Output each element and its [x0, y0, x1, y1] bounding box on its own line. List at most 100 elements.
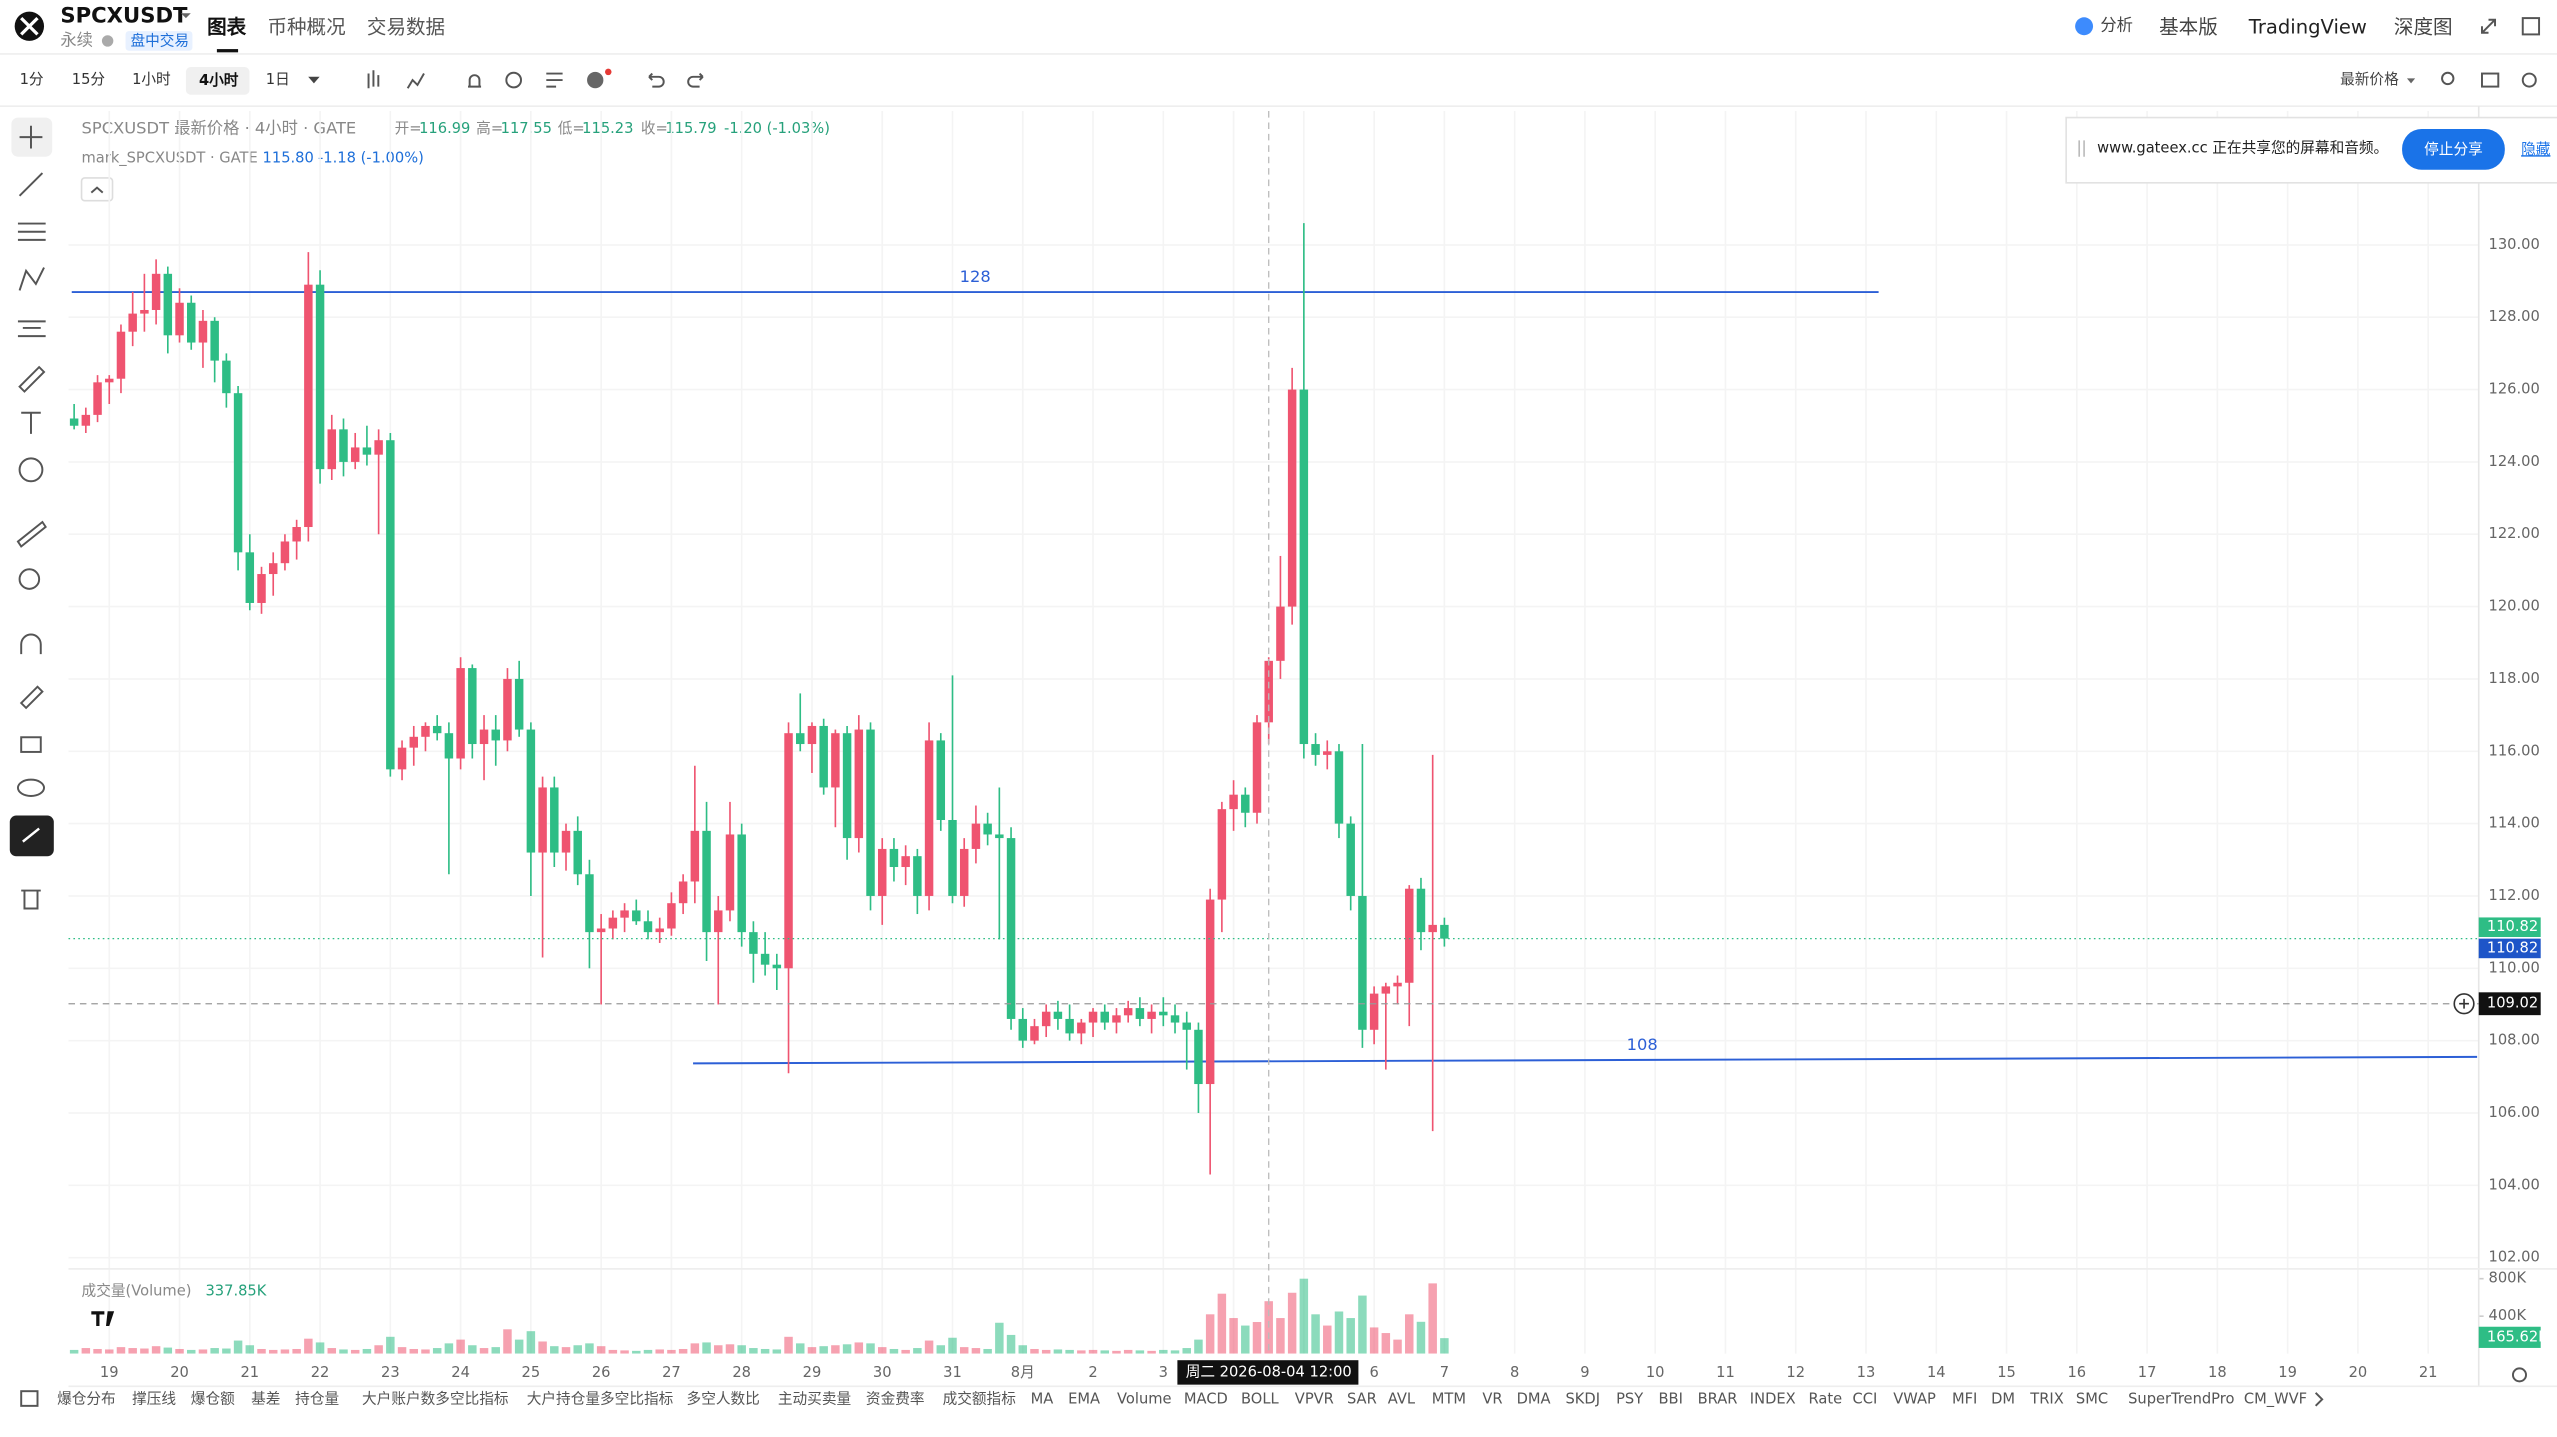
link-tool[interactable]	[22, 827, 40, 843]
indicator[interactable]: VWAP	[1893, 1390, 1936, 1407]
add-icon[interactable]	[587, 71, 604, 89]
alert-icon[interactable]	[468, 74, 482, 88]
mark-value: 115.80	[263, 149, 314, 166]
hide-link[interactable]: 隐藏	[2521, 141, 2551, 158]
template-icon[interactable]	[546, 72, 563, 88]
zoom-tool[interactable]	[18, 568, 41, 590]
interval[interactable]: 15分	[72, 71, 106, 88]
candle-body	[1241, 794, 1250, 813]
stop-share-button[interactable]	[2402, 128, 2505, 170]
brush-tool[interactable]	[18, 365, 46, 393]
channel-tool[interactable]	[17, 222, 46, 241]
indicator[interactable]: INDEX	[1750, 1390, 1796, 1407]
lock-draw-tool[interactable]	[19, 685, 44, 710]
indicator[interactable]: BOLL	[1241, 1390, 1279, 1407]
indicator[interactable]: MTM	[1432, 1390, 1466, 1407]
indicator[interactable]: TRIX	[2029, 1390, 2063, 1407]
indicator[interactable]: MFI	[1952, 1390, 1977, 1407]
interval[interactable]: 1小时	[132, 71, 171, 88]
indicator[interactable]: AVL	[1388, 1390, 1416, 1407]
badge: 盘中交易	[130, 32, 189, 50]
volume-bar	[163, 1347, 173, 1354]
indicator[interactable]: PSY	[1616, 1390, 1643, 1407]
interval[interactable]: 1日	[266, 71, 290, 88]
indicator[interactable]: SAR	[1347, 1390, 1377, 1407]
candle-body	[222, 360, 231, 394]
ruler-tool[interactable]	[16, 520, 47, 548]
mark-price-tag: 110.82	[2487, 939, 2538, 956]
symbol[interactable]: SPCXUSDT	[60, 2, 188, 27]
indicator[interactable]: 成交额指标	[943, 1389, 1017, 1407]
magnet-tool[interactable]	[20, 633, 42, 655]
x-tick-label: 14	[1927, 1364, 1946, 1381]
candle-body	[877, 848, 887, 896]
volume-bar	[596, 1346, 606, 1354]
indicator[interactable]: VPVR	[1295, 1390, 1334, 1407]
axis-settings[interactable]	[2511, 1367, 2527, 1383]
fib-tool[interactable]	[17, 320, 46, 338]
indicator[interactable]: Volume	[1117, 1390, 1172, 1407]
indicator[interactable]: 多空人数比	[687, 1390, 760, 1407]
lock-tool[interactable]	[20, 736, 42, 753]
nav-link[interactable]: 深度图	[2394, 15, 2453, 38]
indicator[interactable]: DMA	[1517, 1390, 1551, 1407]
indicator[interactable]: Rate	[1808, 1390, 1842, 1407]
calendar-icon[interactable]	[20, 1390, 39, 1407]
dropdown[interactable]	[308, 76, 320, 84]
indicator[interactable]: DM	[1991, 1390, 2015, 1407]
candle-body	[901, 856, 910, 868]
expand-icon[interactable]	[2481, 18, 2497, 34]
more-arrow[interactable]	[2314, 1392, 2324, 1407]
indicator[interactable]: 资金费率	[866, 1390, 925, 1407]
collapse-button[interactable]	[80, 177, 114, 202]
indicator[interactable]: 撑压线	[132, 1390, 176, 1407]
dropdown[interactable]	[2406, 78, 2416, 84]
indicator[interactable]: 大户账户数多空比指标	[362, 1390, 509, 1407]
indicator[interactable]: 大户持仓量多空比指标	[527, 1390, 674, 1407]
emoji-tool[interactable]	[18, 457, 44, 483]
tab[interactable]: 币种概况	[267, 15, 345, 38]
indicator-icon[interactable]	[406, 73, 425, 89]
trash-tool[interactable]	[21, 889, 41, 910]
indicator[interactable]: MA	[1031, 1390, 1054, 1407]
window-icon[interactable]	[2521, 17, 2541, 36]
nav-link[interactable]: 分析	[2100, 16, 2133, 35]
indicator[interactable]: 爆仓额	[191, 1390, 235, 1407]
tab[interactable]: 图表	[207, 15, 247, 38]
replay-icon[interactable]	[505, 71, 522, 89]
interval[interactable]: 4小时	[199, 72, 239, 89]
interval[interactable]: 1分	[20, 71, 44, 88]
badge-bg	[125, 31, 193, 51]
undo-icon[interactable]	[648, 72, 665, 88]
indicator[interactable]: 爆仓分布	[57, 1390, 116, 1407]
legend-label: 开=	[395, 120, 422, 137]
indicator[interactable]: MACD	[1184, 1390, 1228, 1407]
indicator[interactable]: 基差	[251, 1390, 280, 1407]
nav-link[interactable]: 基本版	[2159, 15, 2218, 38]
indicator[interactable]: CCI	[1853, 1390, 1878, 1407]
candle-icon[interactable]	[367, 70, 380, 89]
search-icon[interactable]	[2441, 71, 2455, 86]
tab[interactable]: 交易数据	[367, 15, 445, 38]
indicator[interactable]: 主动买卖量	[778, 1390, 851, 1407]
redo-icon[interactable]	[687, 72, 704, 88]
indicator[interactable]: CM_WVF	[2244, 1390, 2307, 1407]
indicator[interactable]: BRAR	[1698, 1390, 1738, 1407]
camera-icon[interactable]	[2481, 72, 2500, 88]
text-tool[interactable]	[21, 411, 41, 434]
indicator[interactable]: EMA	[1068, 1390, 1100, 1407]
indicator[interactable]: SMC	[2076, 1390, 2108, 1407]
indicator[interactable]: SuperTrendPro	[2128, 1390, 2234, 1407]
nav-link[interactable]: TradingView	[2248, 15, 2367, 38]
settings-icon[interactable]	[2521, 72, 2537, 88]
line-tool[interactable]	[18, 172, 44, 197]
indicator[interactable]: VR	[1482, 1390, 1502, 1407]
indicator[interactable]: BBI	[1658, 1390, 1682, 1407]
crosshair-tool[interactable]	[19, 125, 43, 149]
price-type[interactable]: 最新价格	[2340, 71, 2399, 88]
indicator[interactable]: SKDJ	[1566, 1390, 1601, 1407]
indicator[interactable]: 持仓量	[295, 1390, 339, 1407]
pattern-tool[interactable]	[18, 267, 45, 291]
volume-bar	[608, 1349, 618, 1354]
eye-tool[interactable]	[16, 778, 46, 797]
